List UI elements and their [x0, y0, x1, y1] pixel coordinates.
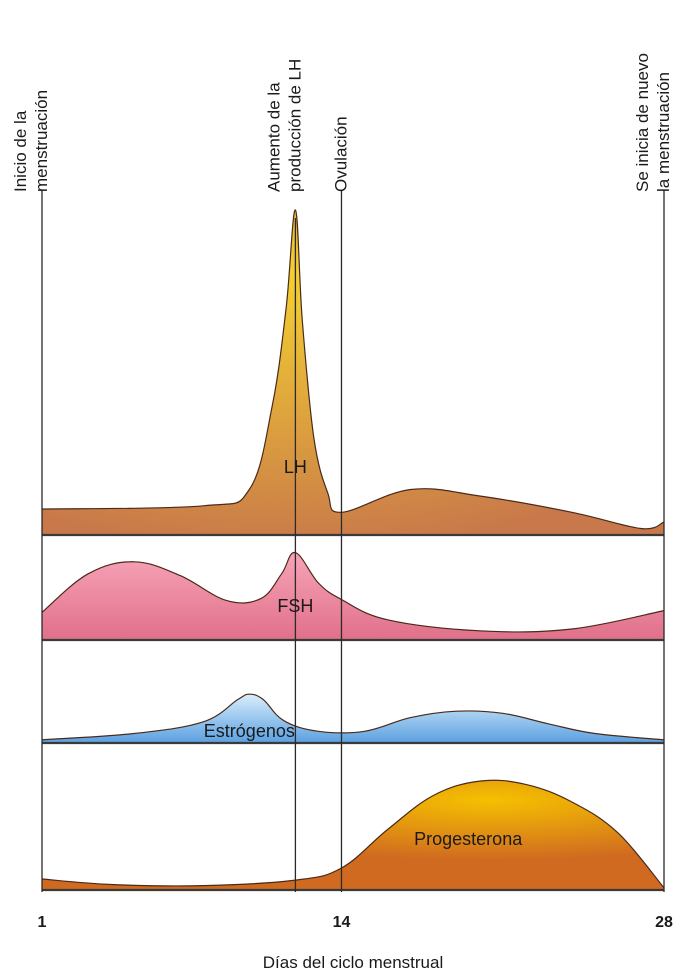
- lh-area: [42, 209, 664, 535]
- menstruation-start-label-line-1: Inicio de la: [11, 110, 30, 192]
- progesterone-label: Progesterona: [414, 829, 523, 849]
- lh-label: LH: [284, 457, 307, 477]
- lh-surge-label-line-1: Aumento de la: [264, 82, 283, 192]
- lh-curve-line: [41, 209, 665, 530]
- menstruation-restart-label-line-1: Se inicia de nuevo: [633, 53, 652, 192]
- fsh-label: FSH: [277, 596, 313, 616]
- event-lines: [41, 190, 665, 892]
- estrogen-label: Estrógenos: [204, 721, 295, 741]
- x-tick-1: 1: [38, 914, 47, 931]
- band-dividers: [42, 533, 664, 892]
- curve-labels: LH FSH Estrógenos Progesterona: [204, 457, 523, 849]
- hormone-areas: [41, 209, 665, 890]
- ovulation-label-line-1: Ovulación: [332, 116, 351, 192]
- lh-surge-label-line-2: producción de LH: [285, 59, 304, 192]
- x-tick-14: 14: [333, 914, 351, 931]
- fsh-curve-line: [41, 551, 665, 633]
- estrogen-area: [42, 694, 664, 743]
- progesterone-area: [42, 780, 664, 890]
- x-axis-ticks: 1 14 28: [38, 914, 673, 931]
- estrogen-curve-line: [41, 693, 665, 741]
- progesterone-curve-line: [41, 779, 665, 889]
- x-tick-28: 28: [655, 914, 673, 931]
- event-labels: Inicio de la menstruación Aumento de la pro…: [11, 53, 673, 192]
- fsh-area: [42, 552, 664, 640]
- menstruation-restart-label-line-2: la menstruación: [654, 72, 673, 192]
- menstruation-start-label-line-2: menstruación: [32, 90, 51, 192]
- x-axis-label: Días del ciclo menstrual: [263, 953, 443, 972]
